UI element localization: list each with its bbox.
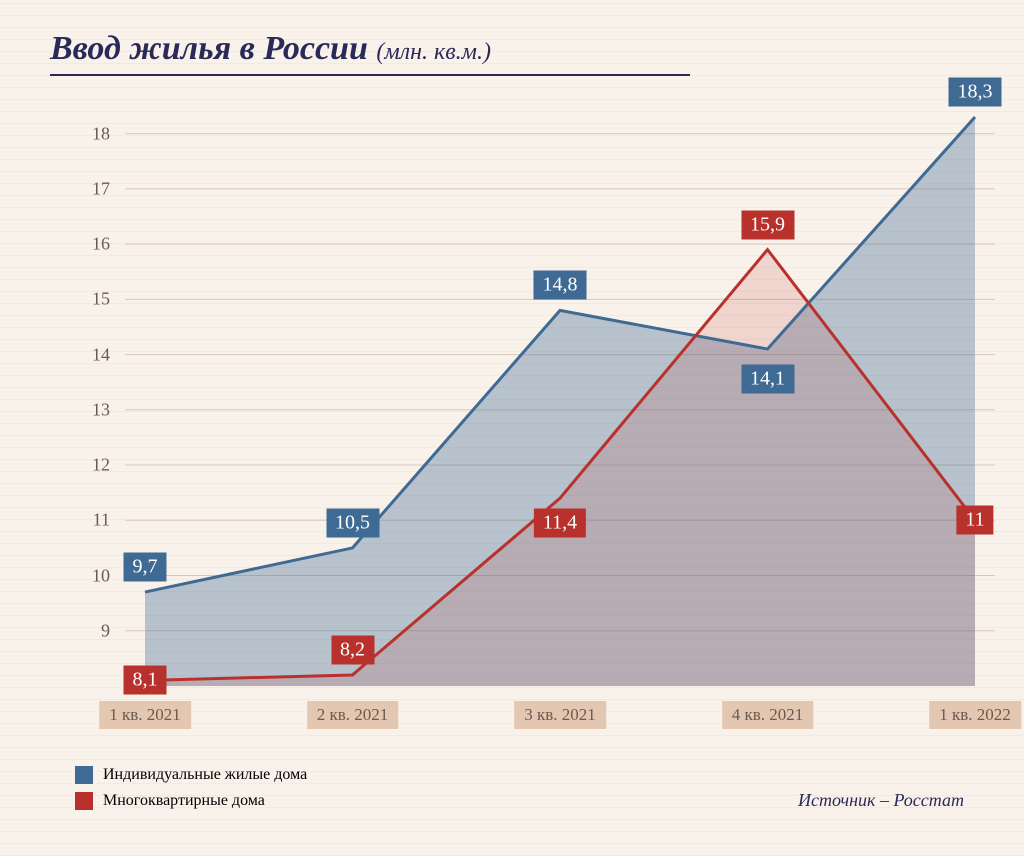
data-label: 14,1 [741, 365, 794, 394]
x-category-label: 3 кв. 2021 [514, 701, 606, 729]
y-tick-label: 18 [80, 123, 110, 144]
legend-swatch [75, 766, 93, 784]
legend-item: Индивидуальные жилые дома [75, 766, 307, 784]
data-label: 8,2 [331, 635, 374, 664]
y-tick-label: 9 [80, 620, 110, 641]
data-label: 15,9 [741, 210, 794, 239]
y-tick-label: 10 [80, 565, 110, 586]
title-main: Ввод жилья в России [50, 30, 368, 67]
data-label: 11,4 [534, 509, 586, 538]
x-category-label: 1 кв. 2022 [929, 701, 1021, 729]
data-label: 18,3 [949, 78, 1002, 107]
data-label: 10,5 [326, 508, 379, 537]
legend-swatch [75, 792, 93, 810]
data-label: 14,8 [534, 271, 587, 300]
legend-item: Многоквартирные дома [75, 792, 307, 810]
source-label: Источник – Росстат [798, 790, 964, 811]
legend: Индивидуальные жилые дома Многоквартирны… [75, 766, 307, 818]
housing-chart: 9 10 11 12 13 14 15 16 17 18 1 кв. 2021 2 кв. 2021 3… [45, 106, 995, 746]
legend-label: Многоквартирные дома [103, 792, 265, 810]
page-title: Ввод жилья в России (млн. кв.м.) [45, 30, 979, 68]
title-underline [50, 74, 690, 76]
title-sub: (млн. кв.м.) [376, 39, 491, 65]
data-label: 8,1 [124, 666, 167, 695]
y-tick-label: 14 [80, 344, 110, 365]
data-label: 11 [956, 506, 993, 535]
x-category-label: 2 кв. 2021 [307, 701, 399, 729]
y-tick-label: 13 [80, 399, 110, 420]
y-tick-label: 16 [80, 234, 110, 255]
chart-svg [45, 106, 995, 686]
y-tick-label: 17 [80, 178, 110, 199]
y-tick-label: 11 [80, 510, 110, 531]
data-label: 9,7 [124, 553, 167, 582]
y-tick-label: 12 [80, 455, 110, 476]
y-tick-label: 15 [80, 289, 110, 310]
x-category-label: 1 кв. 2021 [99, 701, 191, 729]
legend-label: Индивидуальные жилые дома [103, 766, 307, 784]
x-category-label: 4 кв. 2021 [722, 701, 814, 729]
chart-container: Ввод жилья в России (млн. кв.м.) 9 10 11 12… [0, 0, 1024, 856]
